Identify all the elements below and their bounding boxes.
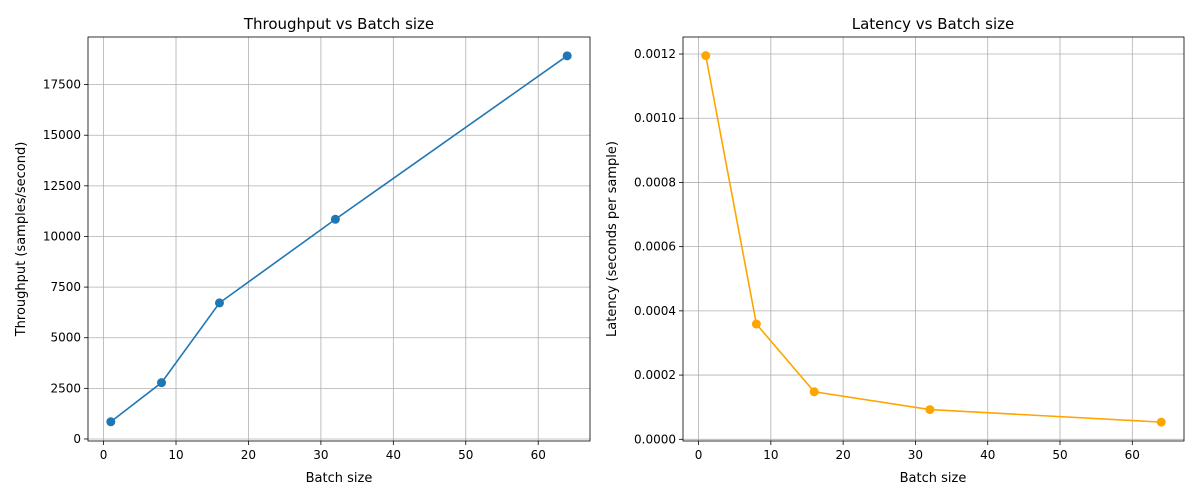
y-axis-label: Throughput (samples/second) — [14, 142, 29, 338]
plot-frame — [682, 36, 1185, 442]
data-point — [157, 378, 167, 388]
data-point — [701, 51, 711, 61]
data-point — [214, 298, 224, 308]
x-tick-label: 20 — [835, 448, 850, 462]
x-tick-label: 60 — [531, 448, 546, 462]
x-tick-label: 50 — [1052, 448, 1067, 462]
x-tick-label: 30 — [908, 448, 923, 462]
y-tick-label: 0.0006 — [634, 240, 676, 254]
x-tick-label: 10 — [763, 448, 778, 462]
x-tick-label: 0 — [695, 448, 703, 462]
y-tick-label: 0 — [73, 432, 81, 446]
x-tick-label: 0 — [100, 448, 108, 462]
x-tick-label: 40 — [386, 448, 401, 462]
y-tick-label: 0.0010 — [634, 111, 676, 125]
y-tick-label: 7500 — [50, 280, 81, 294]
data-point — [751, 319, 761, 329]
x-tick-label: 30 — [313, 448, 328, 462]
data-point — [562, 51, 572, 61]
y-tick-label: 17500 — [43, 78, 81, 92]
y-tick-label: 5000 — [50, 331, 81, 345]
x-tick-label: 50 — [458, 448, 473, 462]
y-tick-label: 10000 — [43, 229, 81, 243]
data-point — [925, 405, 935, 415]
latency-chart: Latency vs Batch size 0 10 20 30 40 50 60 0.000… — [605, 15, 1185, 486]
x-axis-label: Batch size — [900, 471, 967, 486]
y-tick-label: 12500 — [43, 179, 81, 193]
x-tick-label: 40 — [980, 448, 995, 462]
x-tick-label: 10 — [168, 448, 183, 462]
x-tick-label: 20 — [241, 448, 256, 462]
chart-title: Throughput vs Batch size — [243, 15, 434, 33]
x-axis-label: Batch size — [306, 471, 373, 486]
y-tick-label: 15000 — [43, 128, 81, 142]
y-tick-label: 0.0004 — [634, 304, 676, 318]
data-point — [809, 387, 819, 397]
chart-title: Latency vs Batch size — [852, 15, 1015, 33]
y-tick-label: 0.0000 — [634, 432, 676, 446]
y-tick-label: 0.0002 — [634, 368, 676, 382]
y-tick-label: 0.0012 — [634, 47, 676, 61]
throughput-chart: Throughput vs Batch size 0 10 20 30 40 50 60 0 2… — [14, 15, 591, 486]
y-tick-label: 0.0008 — [634, 175, 676, 189]
plot-frame — [87, 36, 591, 442]
y-tick-label: 2500 — [50, 381, 81, 395]
y-axis-label: Latency (seconds per sample) — [605, 141, 620, 337]
data-point — [106, 417, 116, 427]
x-tick-label: 60 — [1125, 448, 1140, 462]
data-point — [330, 214, 340, 224]
data-point — [1156, 417, 1166, 427]
